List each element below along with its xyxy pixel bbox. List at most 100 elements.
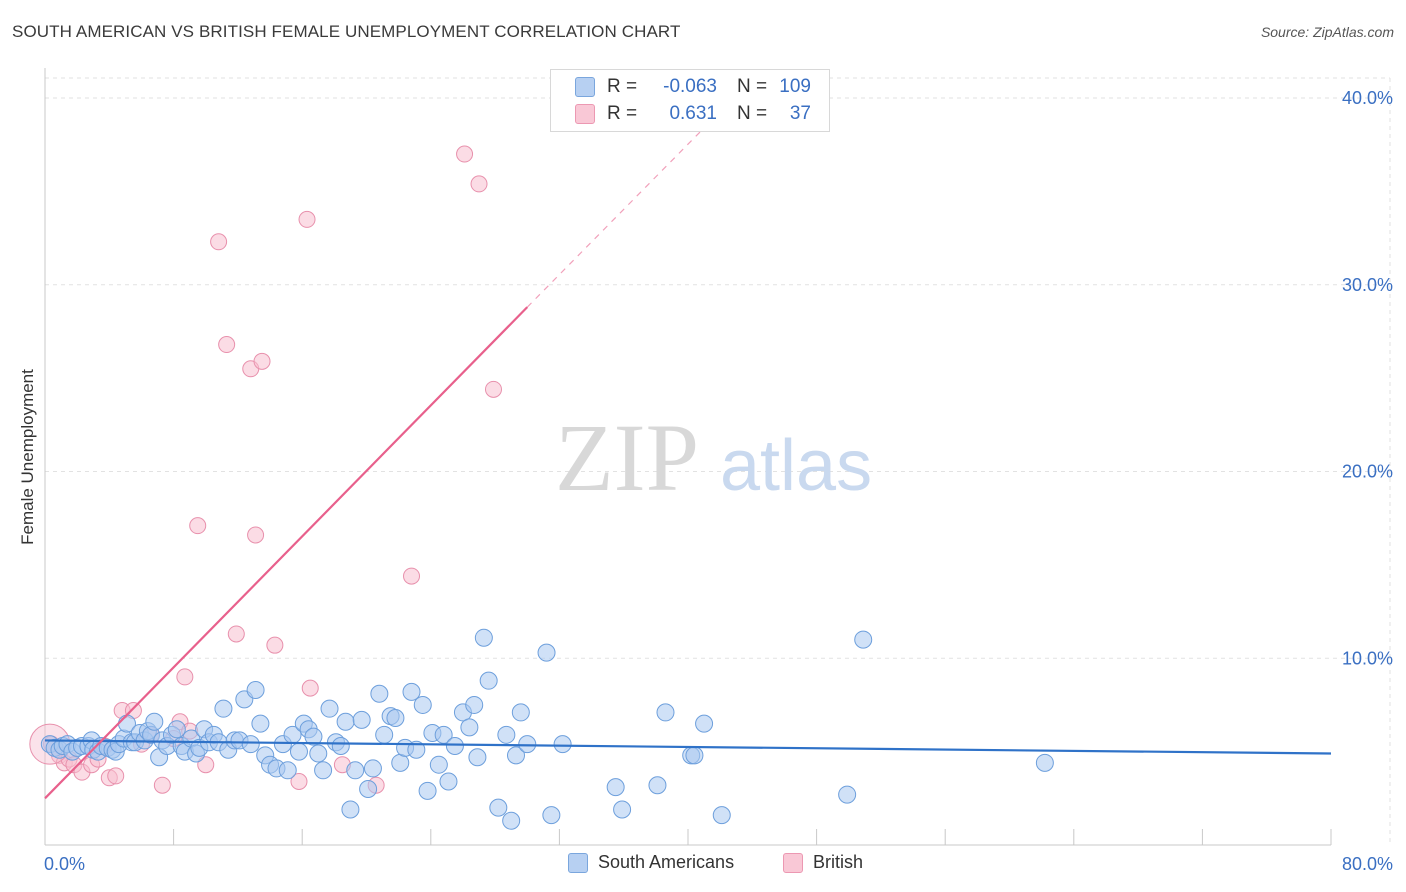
legend-n-british: 37 [789, 103, 811, 124]
south-american-point [497, 725, 516, 744]
south-american-point [246, 680, 265, 699]
south-american-point [320, 699, 339, 718]
south-american-point [553, 735, 572, 754]
south-american-point [386, 709, 405, 728]
british-point [298, 210, 316, 228]
y-tick-label: 40.0% [1342, 88, 1393, 108]
british-point [253, 352, 271, 370]
y-axis-label: Female Unemployment [18, 369, 37, 545]
south-american-point [251, 714, 270, 733]
british-point [290, 773, 308, 791]
south-american-point [304, 727, 323, 746]
south-american-point [468, 748, 487, 767]
legend-swatch-british [575, 104, 595, 124]
y-tick-label: 30.0% [1342, 275, 1393, 295]
british-point [210, 233, 228, 251]
south-american-point [648, 776, 667, 795]
south-american-point [511, 703, 530, 722]
legend-n-label: N = [737, 76, 768, 97]
south-american-point [656, 703, 675, 722]
british-point [247, 526, 265, 544]
south-american-point [346, 761, 365, 780]
south-american-point [363, 759, 382, 778]
south-american-trendline [44, 739, 1332, 755]
south-american-point [145, 712, 164, 731]
south-american-point [413, 695, 432, 714]
south-american-point [518, 735, 537, 754]
watermark: ZIP atlas [555, 404, 872, 511]
south-american-point [331, 737, 350, 756]
south-american-point [695, 714, 714, 733]
south-american-point [479, 671, 498, 690]
south-american-point [418, 781, 437, 800]
south-american-point [375, 725, 394, 744]
british-point [484, 380, 502, 398]
british-trendline-extension [526, 127, 705, 308]
tick-labels: 10.0% 20.0% 30.0% 40.0% 0.0% 80.0% [44, 88, 1393, 874]
south-american-point [434, 725, 453, 744]
south-american-point [167, 720, 186, 739]
axes [44, 68, 1332, 846]
south-american-point [474, 628, 493, 647]
bottom-legend-swatch-south [568, 852, 588, 873]
south-american-point [439, 772, 458, 791]
y-tick-label: 20.0% [1342, 462, 1393, 482]
british-point [153, 776, 171, 794]
bottom-legend-british-label: British [813, 852, 864, 872]
south-american-point [685, 746, 704, 765]
legend-row-british: R = 0.631 N = 37 [575, 102, 811, 126]
gridlines [45, 77, 1391, 845]
legend-n-south: 109 [779, 76, 811, 97]
british-point [218, 336, 236, 354]
south-american-point [489, 798, 508, 817]
british-points [29, 145, 502, 794]
south-american-point [352, 710, 371, 729]
watermark-atlas: atlas [720, 426, 872, 506]
british-point [176, 668, 194, 686]
legend-r-british: 0.631 [669, 103, 717, 124]
south-american-point [341, 800, 360, 819]
south-american-point [854, 630, 873, 649]
south-american-point [336, 712, 355, 731]
british-point [470, 175, 488, 193]
south-american-point [309, 744, 328, 763]
british-point [189, 517, 207, 535]
south-american-point [402, 682, 421, 701]
south-american-point [838, 785, 857, 804]
british-point [456, 145, 474, 163]
legend-r-label: R = [607, 103, 638, 124]
south-american-point [712, 806, 731, 825]
south-american-points [40, 628, 1054, 830]
south-american-point [241, 735, 260, 754]
british-point [197, 756, 215, 774]
y-tick-label: 10.0% [1342, 648, 1393, 668]
south-american-point [429, 755, 448, 774]
south-american-point [506, 746, 525, 765]
south-american-point [391, 753, 410, 772]
south-american-point [542, 806, 561, 825]
bottom-legend-south-label: South Americans [598, 852, 735, 872]
south-american-point [465, 695, 484, 714]
south-american-point [407, 740, 426, 759]
source-label: Source: ZipAtlas.com [1260, 24, 1394, 40]
british-point [227, 625, 245, 643]
legend-row-south: R = -0.063 N = 109 [575, 75, 811, 99]
british-trendline [44, 306, 529, 800]
chart-title: SOUTH AMERICAN VS BRITISH FEMALE UNEMPLO… [12, 22, 681, 41]
legend-n-label: N = [737, 103, 768, 124]
south-american-point [502, 811, 521, 830]
british-point [403, 567, 421, 585]
south-american-point [278, 761, 297, 780]
bottom-legend-british: British [783, 852, 863, 873]
legend-r-south: -0.063 [663, 76, 717, 97]
south-american-point [537, 643, 556, 662]
south-american-point [1035, 753, 1054, 772]
x-tick-label-min: 0.0% [44, 854, 85, 874]
british-point [301, 679, 319, 697]
bottom-legend-swatch-british [783, 852, 803, 873]
south-american-point [613, 800, 632, 819]
legend-r-label: R = [607, 76, 638, 97]
legend-swatch-south [575, 77, 595, 97]
south-american-point [445, 737, 464, 756]
south-american-point [214, 699, 233, 718]
